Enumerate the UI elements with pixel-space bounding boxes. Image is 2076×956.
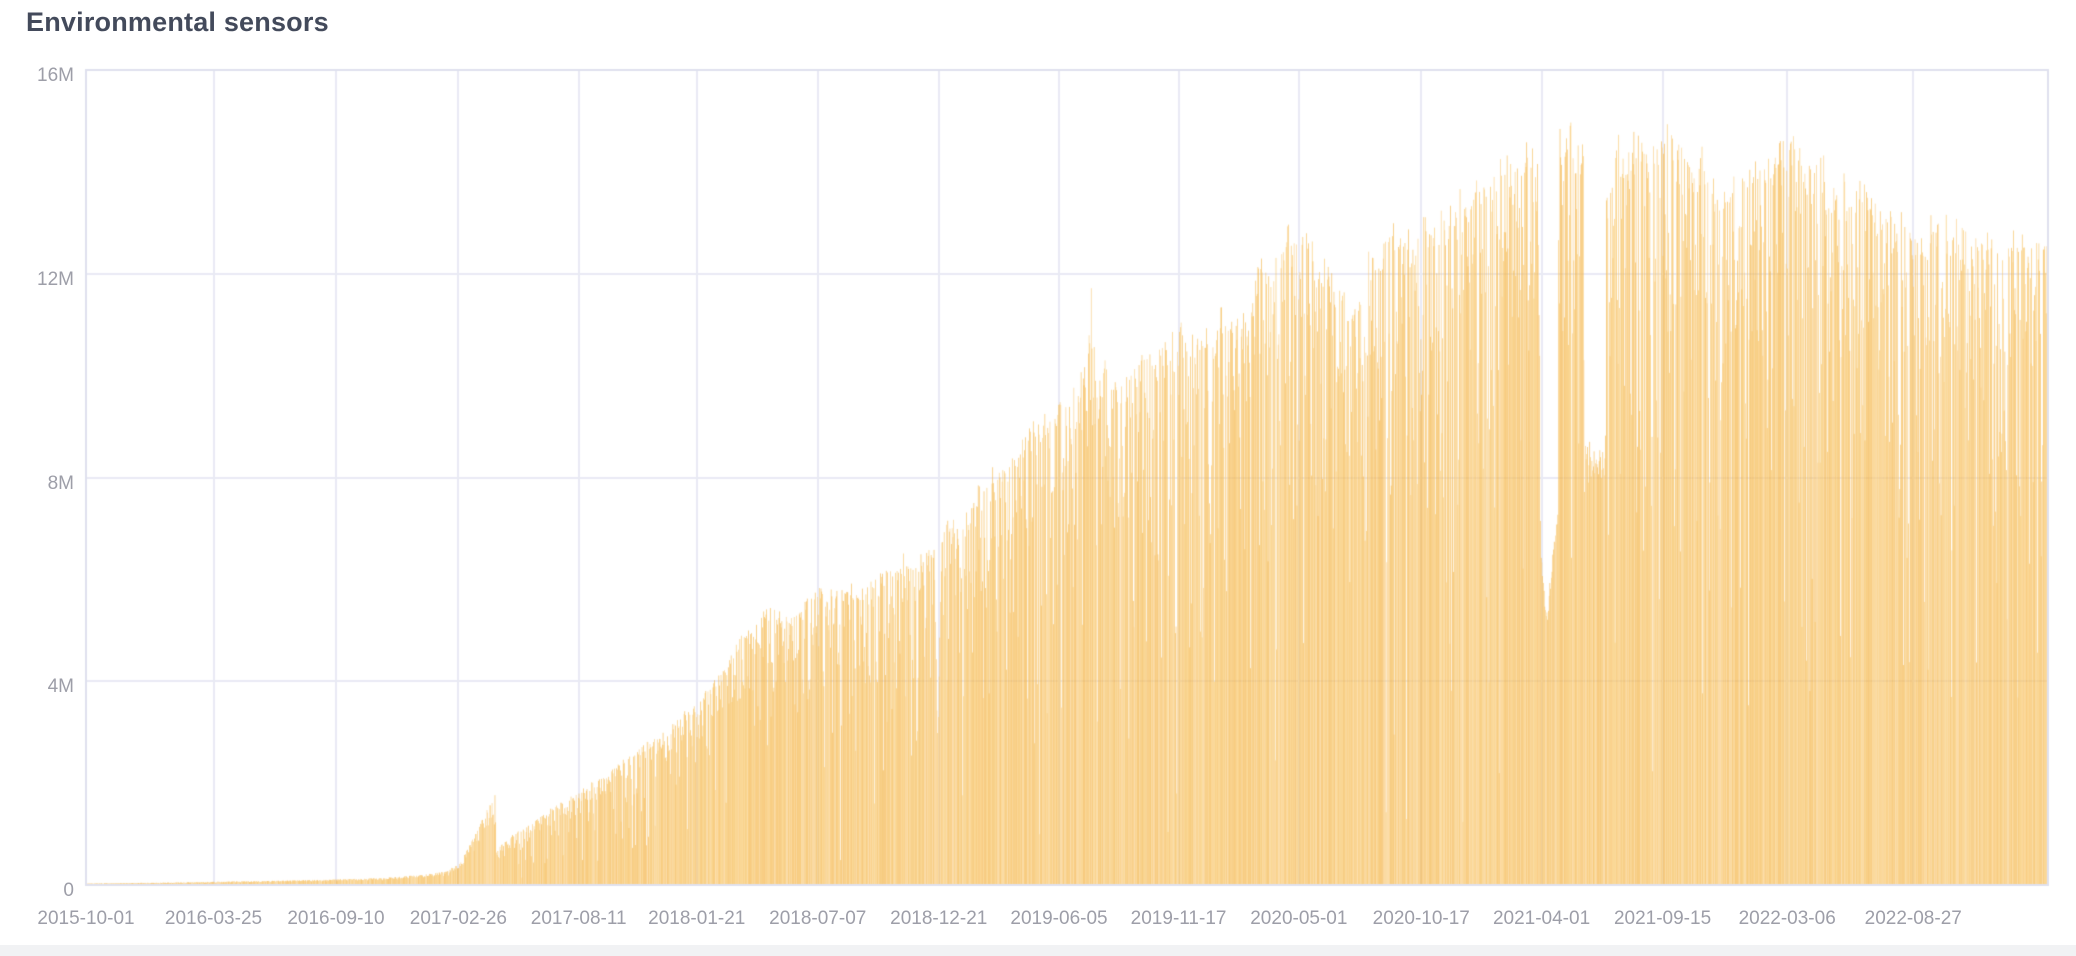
x-tick-label: 2018-01-21 (648, 908, 746, 929)
x-tick-label: 2018-12-21 (890, 908, 988, 929)
y-tick-label: 12M (37, 268, 74, 290)
x-tick-label: 2020-05-01 (1250, 908, 1348, 929)
x-tick-label: 2019-11-17 (1130, 908, 1227, 929)
x-tick-label: 2022-08-27 (1864, 908, 1962, 929)
x-tick-label: 2017-08-11 (530, 908, 627, 929)
x-tick-label: 2016-09-10 (287, 908, 385, 929)
x-tick-label: 2016-03-25 (164, 908, 263, 929)
x-tick-label: 2018-07-07 (769, 908, 867, 929)
page-background-strip (0, 945, 2076, 956)
y-tick-label: 8M (47, 472, 74, 494)
y-tick-label: 0 (63, 880, 74, 901)
y-tick-label: 16M (37, 65, 74, 86)
x-tick-label: 2021-09-15 (1613, 908, 1712, 929)
y-tick-label: 4M (47, 676, 74, 698)
x-tick-label: 2015-10-01 (37, 908, 135, 929)
x-tick-label: 2021-04-01 (1492, 908, 1591, 929)
x-tick-label: 2022-03-06 (1738, 908, 1836, 929)
x-tick-label: 2017-02-26 (409, 908, 507, 929)
x-tick-label: 2020-10-17 (1372, 908, 1470, 929)
x-tick-label: 2019-06-05 (1010, 908, 1108, 929)
